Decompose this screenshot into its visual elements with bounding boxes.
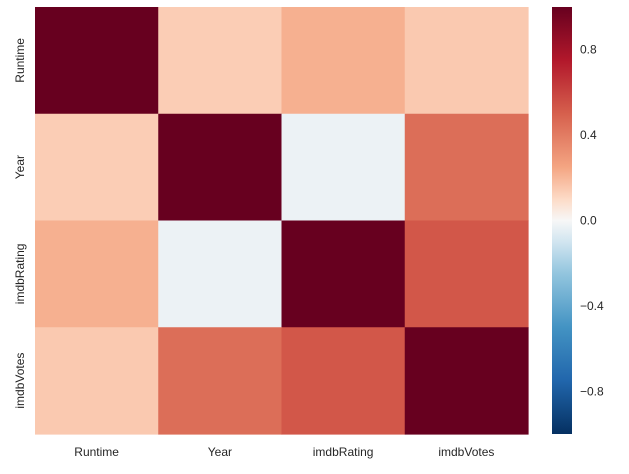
heatmap-cell-imdbRating-imdbRating bbox=[281, 220, 406, 328]
x-tick-label: imdbVotes bbox=[438, 445, 494, 459]
heatmap-cells bbox=[35, 7, 529, 435]
x-tick-label: Year bbox=[208, 445, 232, 459]
colorbar-tick-label: −0.8 bbox=[580, 384, 604, 398]
x-tick-labels: Runtime Year imdbRating imdbVotes bbox=[74, 445, 494, 459]
heatmap-cell-imdbVotes-Year bbox=[158, 327, 283, 435]
heatmap-cell-Year-imdbRating bbox=[281, 113, 406, 222]
colorbar-tick-label: 0.8 bbox=[580, 43, 597, 57]
heatmap-cell-Year-Year bbox=[158, 113, 283, 222]
colorbar-tick-label: 0.4 bbox=[580, 128, 597, 142]
heatmap-cell-imdbRating-Runtime bbox=[35, 220, 159, 328]
heatmap-cell-imdbRating-imdbVotes bbox=[404, 220, 529, 328]
colorbar-tick-label: −0.4 bbox=[580, 299, 604, 313]
heatmap-cell-imdbVotes-imdbVotes bbox=[404, 327, 529, 435]
x-tick-label: Runtime bbox=[74, 445, 119, 459]
x-tick-label: imdbRating bbox=[313, 445, 374, 459]
y-tick-label: imdbRating bbox=[13, 244, 27, 305]
heatmap-cell-Runtime-imdbVotes bbox=[404, 7, 529, 115]
y-tick-label: Runtime bbox=[13, 38, 27, 83]
heatmap-cell-Runtime-imdbRating bbox=[281, 7, 406, 115]
heatmap-cell-imdbRating-Year bbox=[158, 220, 283, 328]
heatmap-cell-Runtime-Year bbox=[158, 7, 283, 115]
heatmap-cell-Year-Runtime bbox=[35, 113, 159, 222]
colorbar-tick-labels: 0.8 0.4 0.0 −0.4 −0.8 bbox=[580, 43, 604, 399]
heatmap-cell-imdbVotes-Runtime bbox=[35, 327, 159, 435]
colorbar-tick-label: 0.0 bbox=[580, 214, 597, 228]
y-tick-label: Year bbox=[13, 155, 27, 179]
heatmap-cell-Runtime-Runtime bbox=[35, 7, 159, 115]
y-tick-label: imdbVotes bbox=[13, 353, 27, 409]
heatmap-cell-imdbVotes-imdbRating bbox=[281, 327, 406, 435]
colorbar bbox=[552, 7, 572, 434]
y-tick-labels: Runtime Year imdbRating imdbVotes bbox=[13, 38, 27, 409]
heatmap-cell-Year-imdbVotes bbox=[404, 113, 529, 222]
